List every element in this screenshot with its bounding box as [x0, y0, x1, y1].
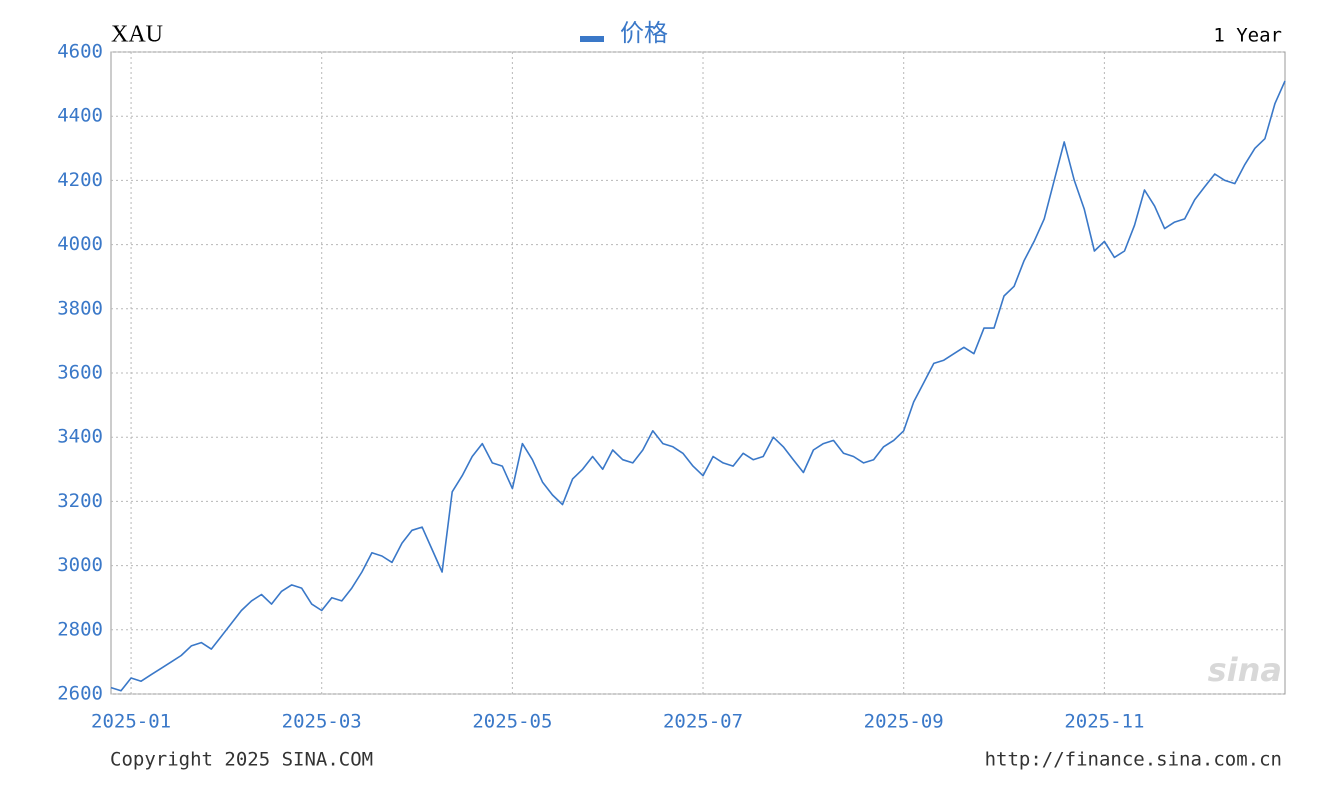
- y-tick-label: 3400: [57, 426, 103, 448]
- x-tick-label: 2025-09: [864, 711, 944, 733]
- y-tick-label: 4600: [57, 41, 103, 63]
- y-tick-label: 3600: [57, 362, 103, 384]
- period-label: 1 Year: [1213, 25, 1282, 47]
- x-tick-label: 2025-03: [282, 711, 362, 733]
- y-tick-label: 3800: [57, 297, 103, 319]
- chart-title: XAU: [111, 22, 163, 48]
- y-tick-label: 2800: [57, 618, 103, 640]
- price-line: [110, 80, 1286, 692]
- y-tick-label: 4400: [57, 105, 103, 127]
- y-tick-label: 3000: [57, 554, 103, 576]
- watermark: sina: [1208, 651, 1282, 689]
- y-tick-label: 3200: [57, 490, 103, 512]
- y-tick-label: 2600: [57, 683, 103, 705]
- source-url: http://finance.sina.com.cn: [985, 749, 1282, 771]
- x-tick-label: 2025-11: [1064, 711, 1144, 733]
- legend-label: 价格: [620, 19, 668, 47]
- x-tick-label: 2025-05: [472, 711, 552, 733]
- y-tick-label: 4200: [57, 169, 103, 191]
- copyright: Copyright 2025 SINA.COM: [110, 749, 373, 771]
- x-tick-label: 2025-07: [663, 711, 743, 733]
- y-tick-label: 4000: [57, 233, 103, 255]
- legend-swatch: [580, 36, 604, 42]
- x-tick-label: 2025-01: [91, 711, 171, 733]
